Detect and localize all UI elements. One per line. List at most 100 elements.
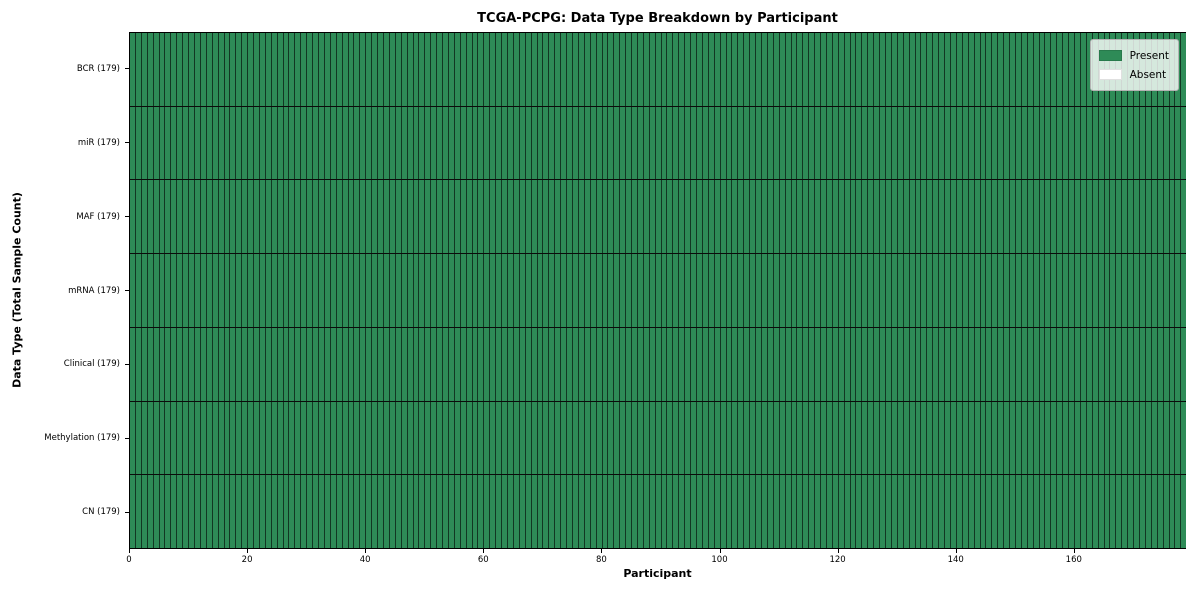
heatmap-cell — [626, 180, 633, 254]
heatmap-cell — [767, 180, 774, 254]
heatmap-cell — [838, 180, 845, 254]
heatmap-cell — [956, 180, 963, 254]
heatmap-cell — [466, 401, 473, 475]
heatmap-cell — [354, 254, 361, 327]
heatmap-cell — [1033, 106, 1040, 180]
heatmap-cell — [130, 33, 136, 106]
heatmap-cell — [1021, 254, 1028, 327]
heatmap-cell — [460, 475, 467, 549]
heatmap-row — [130, 254, 1187, 328]
heatmap-cell — [950, 180, 957, 254]
heatmap-cell — [230, 475, 237, 549]
heatmap-cell — [1057, 475, 1064, 549]
heatmap-cell — [667, 254, 674, 327]
heatmap-cell — [702, 254, 709, 327]
heatmap-cell — [584, 327, 591, 401]
heatmap-cell — [1139, 401, 1146, 475]
heatmap-cell — [183, 327, 190, 401]
heatmap-cell — [259, 254, 266, 327]
heatmap-cell — [1045, 475, 1052, 549]
heatmap-cell — [242, 254, 249, 327]
heatmap-cell — [437, 33, 444, 106]
heatmap-cell — [1015, 180, 1022, 254]
heatmap-row — [130, 327, 1187, 402]
heatmap-cell — [206, 33, 213, 106]
heatmap-cell — [738, 475, 745, 549]
heatmap-cell — [1098, 327, 1105, 401]
heatmap-cell — [443, 33, 449, 106]
heatmap-cell — [838, 327, 845, 401]
heatmap-cell — [271, 254, 278, 327]
heatmap-cell — [797, 33, 804, 106]
heatmap-cell — [189, 33, 195, 106]
heatmap-cell — [254, 401, 260, 475]
heatmap-cell — [289, 180, 296, 254]
heatmap-cell — [448, 106, 455, 180]
heatmap-cell — [956, 254, 963, 327]
heatmap-cell — [1092, 106, 1099, 180]
heatmap-cell — [147, 180, 154, 254]
heatmap-cell — [998, 33, 1005, 106]
heatmap-cell — [283, 33, 290, 106]
heatmap-cell — [319, 33, 325, 106]
heatmap-cell — [1151, 475, 1158, 549]
heatmap-cell — [395, 327, 402, 401]
heatmap-cell — [980, 180, 987, 254]
heatmap-cell — [567, 254, 573, 327]
heatmap-cell — [1051, 327, 1058, 401]
heatmap-cell — [354, 33, 361, 106]
heatmap-cell — [1021, 180, 1028, 254]
heatmap-cell — [886, 180, 892, 254]
heatmap-cell — [980, 475, 987, 549]
heatmap-cell — [407, 475, 414, 549]
heatmap-cell — [1004, 180, 1011, 254]
heatmap-cell — [608, 254, 615, 327]
heatmap-cell — [490, 106, 497, 180]
heatmap-cell — [809, 33, 816, 106]
heatmap-cell — [1128, 180, 1135, 254]
heatmap-cell — [537, 106, 544, 180]
heatmap-cell — [856, 327, 863, 401]
heatmap-cell — [206, 327, 213, 401]
heatmap-cell — [360, 254, 367, 327]
heatmap-cell — [862, 106, 869, 180]
heatmap-cell — [265, 180, 272, 254]
heatmap-cell — [153, 475, 160, 549]
heatmap-cell — [927, 180, 934, 254]
heatmap-cell — [738, 327, 745, 401]
heatmap-cell — [826, 401, 833, 475]
heatmap-cell — [413, 254, 420, 327]
heatmap-cell — [330, 106, 337, 180]
heatmap-cell — [254, 106, 260, 180]
heatmap-cell — [708, 180, 715, 254]
y-tick-mark — [125, 290, 129, 291]
heatmap-cell — [324, 475, 331, 549]
heatmap-cell — [655, 106, 662, 180]
heatmap-cell — [590, 33, 597, 106]
heatmap-cell — [596, 327, 603, 401]
heatmap-cell — [909, 106, 916, 180]
heatmap-cell — [1015, 106, 1022, 180]
heatmap-cell — [354, 401, 361, 475]
heatmap-cell — [803, 33, 810, 106]
heatmap-cell — [519, 327, 526, 401]
heatmap-cell — [130, 106, 136, 180]
heatmap-cell — [1181, 180, 1187, 254]
x-tick-label: 80 — [595, 555, 607, 565]
heatmap-cell — [194, 180, 201, 254]
heatmap-cell — [643, 33, 650, 106]
heatmap-cell — [915, 401, 922, 475]
heatmap-cell — [590, 475, 597, 549]
heatmap-cell — [419, 475, 426, 549]
heatmap-cell — [756, 33, 762, 106]
heatmap-cell — [448, 475, 455, 549]
heatmap-cell — [177, 327, 184, 401]
heatmap-cell — [850, 33, 857, 106]
y-tick-mark — [125, 511, 129, 513]
heatmap-cell — [933, 106, 940, 180]
heatmap-cell — [395, 180, 402, 254]
heatmap-cell — [572, 254, 579, 327]
heatmap-cell — [1122, 254, 1129, 327]
heatmap-cell — [508, 180, 514, 254]
heatmap-cell — [797, 106, 804, 180]
